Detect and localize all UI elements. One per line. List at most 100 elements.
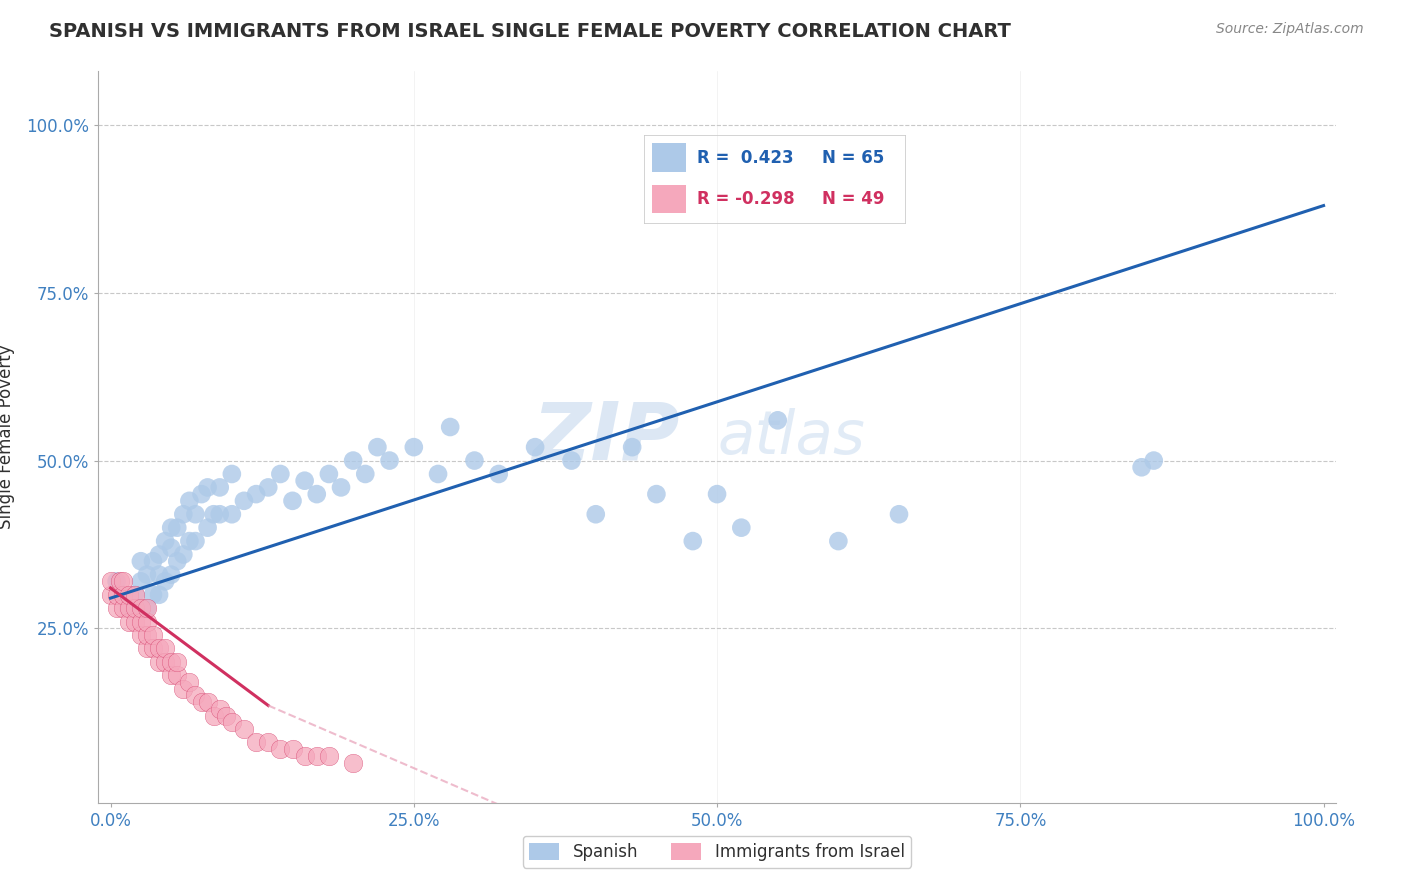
Point	[111, 601, 134, 615]
Point	[202, 508, 225, 522]
Point	[184, 689, 207, 703]
Point	[208, 480, 231, 494]
Point	[1130, 460, 1153, 475]
Point	[257, 480, 280, 494]
Point	[129, 601, 152, 615]
Point	[179, 493, 201, 508]
Point	[160, 567, 183, 582]
Point	[105, 574, 128, 589]
Point	[197, 521, 219, 535]
Point	[142, 588, 165, 602]
Point	[645, 487, 668, 501]
Point	[100, 588, 122, 602]
Point	[208, 508, 231, 522]
Bar	[652, 185, 686, 213]
Point	[160, 521, 183, 535]
Point	[269, 742, 291, 756]
Point	[136, 641, 159, 656]
Point	[105, 601, 128, 615]
Point	[148, 567, 170, 582]
Point	[197, 695, 219, 709]
Point	[190, 487, 212, 501]
Point	[560, 453, 582, 467]
Point	[184, 534, 207, 549]
Point	[221, 715, 243, 730]
Point	[215, 708, 238, 723]
Point	[136, 601, 159, 615]
Point	[166, 668, 188, 682]
Point	[166, 521, 188, 535]
Text: N = 49: N = 49	[823, 190, 884, 208]
Point	[706, 487, 728, 501]
Point	[118, 615, 141, 629]
Point	[118, 601, 141, 615]
Point	[221, 508, 243, 522]
Text: R =  0.423: R = 0.423	[696, 149, 793, 167]
Point	[294, 474, 316, 488]
Point	[148, 655, 170, 669]
Point	[1143, 453, 1166, 467]
Point	[827, 534, 849, 549]
Point	[179, 675, 201, 690]
Point	[142, 641, 165, 656]
Point	[524, 440, 547, 454]
Point	[142, 554, 165, 568]
Text: Source: ZipAtlas.com: Source: ZipAtlas.com	[1216, 22, 1364, 37]
Text: atlas: atlas	[717, 408, 865, 467]
Point	[160, 655, 183, 669]
Point	[330, 480, 353, 494]
Point	[682, 534, 704, 549]
Point	[318, 467, 340, 481]
Point	[730, 521, 752, 535]
Point	[305, 748, 328, 763]
Point	[166, 554, 188, 568]
Point	[110, 574, 132, 589]
Point	[305, 487, 328, 501]
Point	[342, 756, 364, 770]
Point	[585, 508, 607, 522]
Point	[427, 467, 450, 481]
Point	[184, 508, 207, 522]
Point	[118, 601, 141, 615]
Point	[136, 567, 159, 582]
Point	[190, 695, 212, 709]
Point	[766, 413, 789, 427]
Point	[111, 574, 134, 589]
Point	[172, 508, 194, 522]
Point	[294, 748, 316, 763]
Point	[281, 493, 304, 508]
Point	[233, 493, 256, 508]
Legend: Spanish, Immigrants from Israel: Spanish, Immigrants from Israel	[523, 836, 911, 868]
Point	[124, 601, 146, 615]
Point	[378, 453, 401, 467]
Point	[136, 615, 159, 629]
Point	[153, 641, 176, 656]
Point	[118, 588, 141, 602]
Point	[124, 588, 146, 602]
Point	[269, 467, 291, 481]
Point	[887, 508, 910, 522]
Point	[105, 588, 128, 602]
Point	[142, 628, 165, 642]
Point	[148, 548, 170, 562]
Point	[129, 574, 152, 589]
Text: N = 65: N = 65	[823, 149, 884, 167]
Point	[111, 588, 134, 602]
Point	[197, 480, 219, 494]
Point	[160, 541, 183, 555]
Text: SPANISH VS IMMIGRANTS FROM ISRAEL SINGLE FEMALE POVERTY CORRELATION CHART: SPANISH VS IMMIGRANTS FROM ISRAEL SINGLE…	[49, 22, 1011, 41]
Point	[208, 702, 231, 716]
Point	[342, 453, 364, 467]
Point	[124, 615, 146, 629]
Point	[221, 467, 243, 481]
Point	[202, 708, 225, 723]
Point	[402, 440, 425, 454]
Point	[245, 735, 267, 749]
Point	[354, 467, 377, 481]
Point	[129, 628, 152, 642]
Point	[179, 534, 201, 549]
Point	[100, 574, 122, 589]
Point	[129, 615, 152, 629]
Point	[439, 420, 461, 434]
Point	[233, 722, 256, 736]
